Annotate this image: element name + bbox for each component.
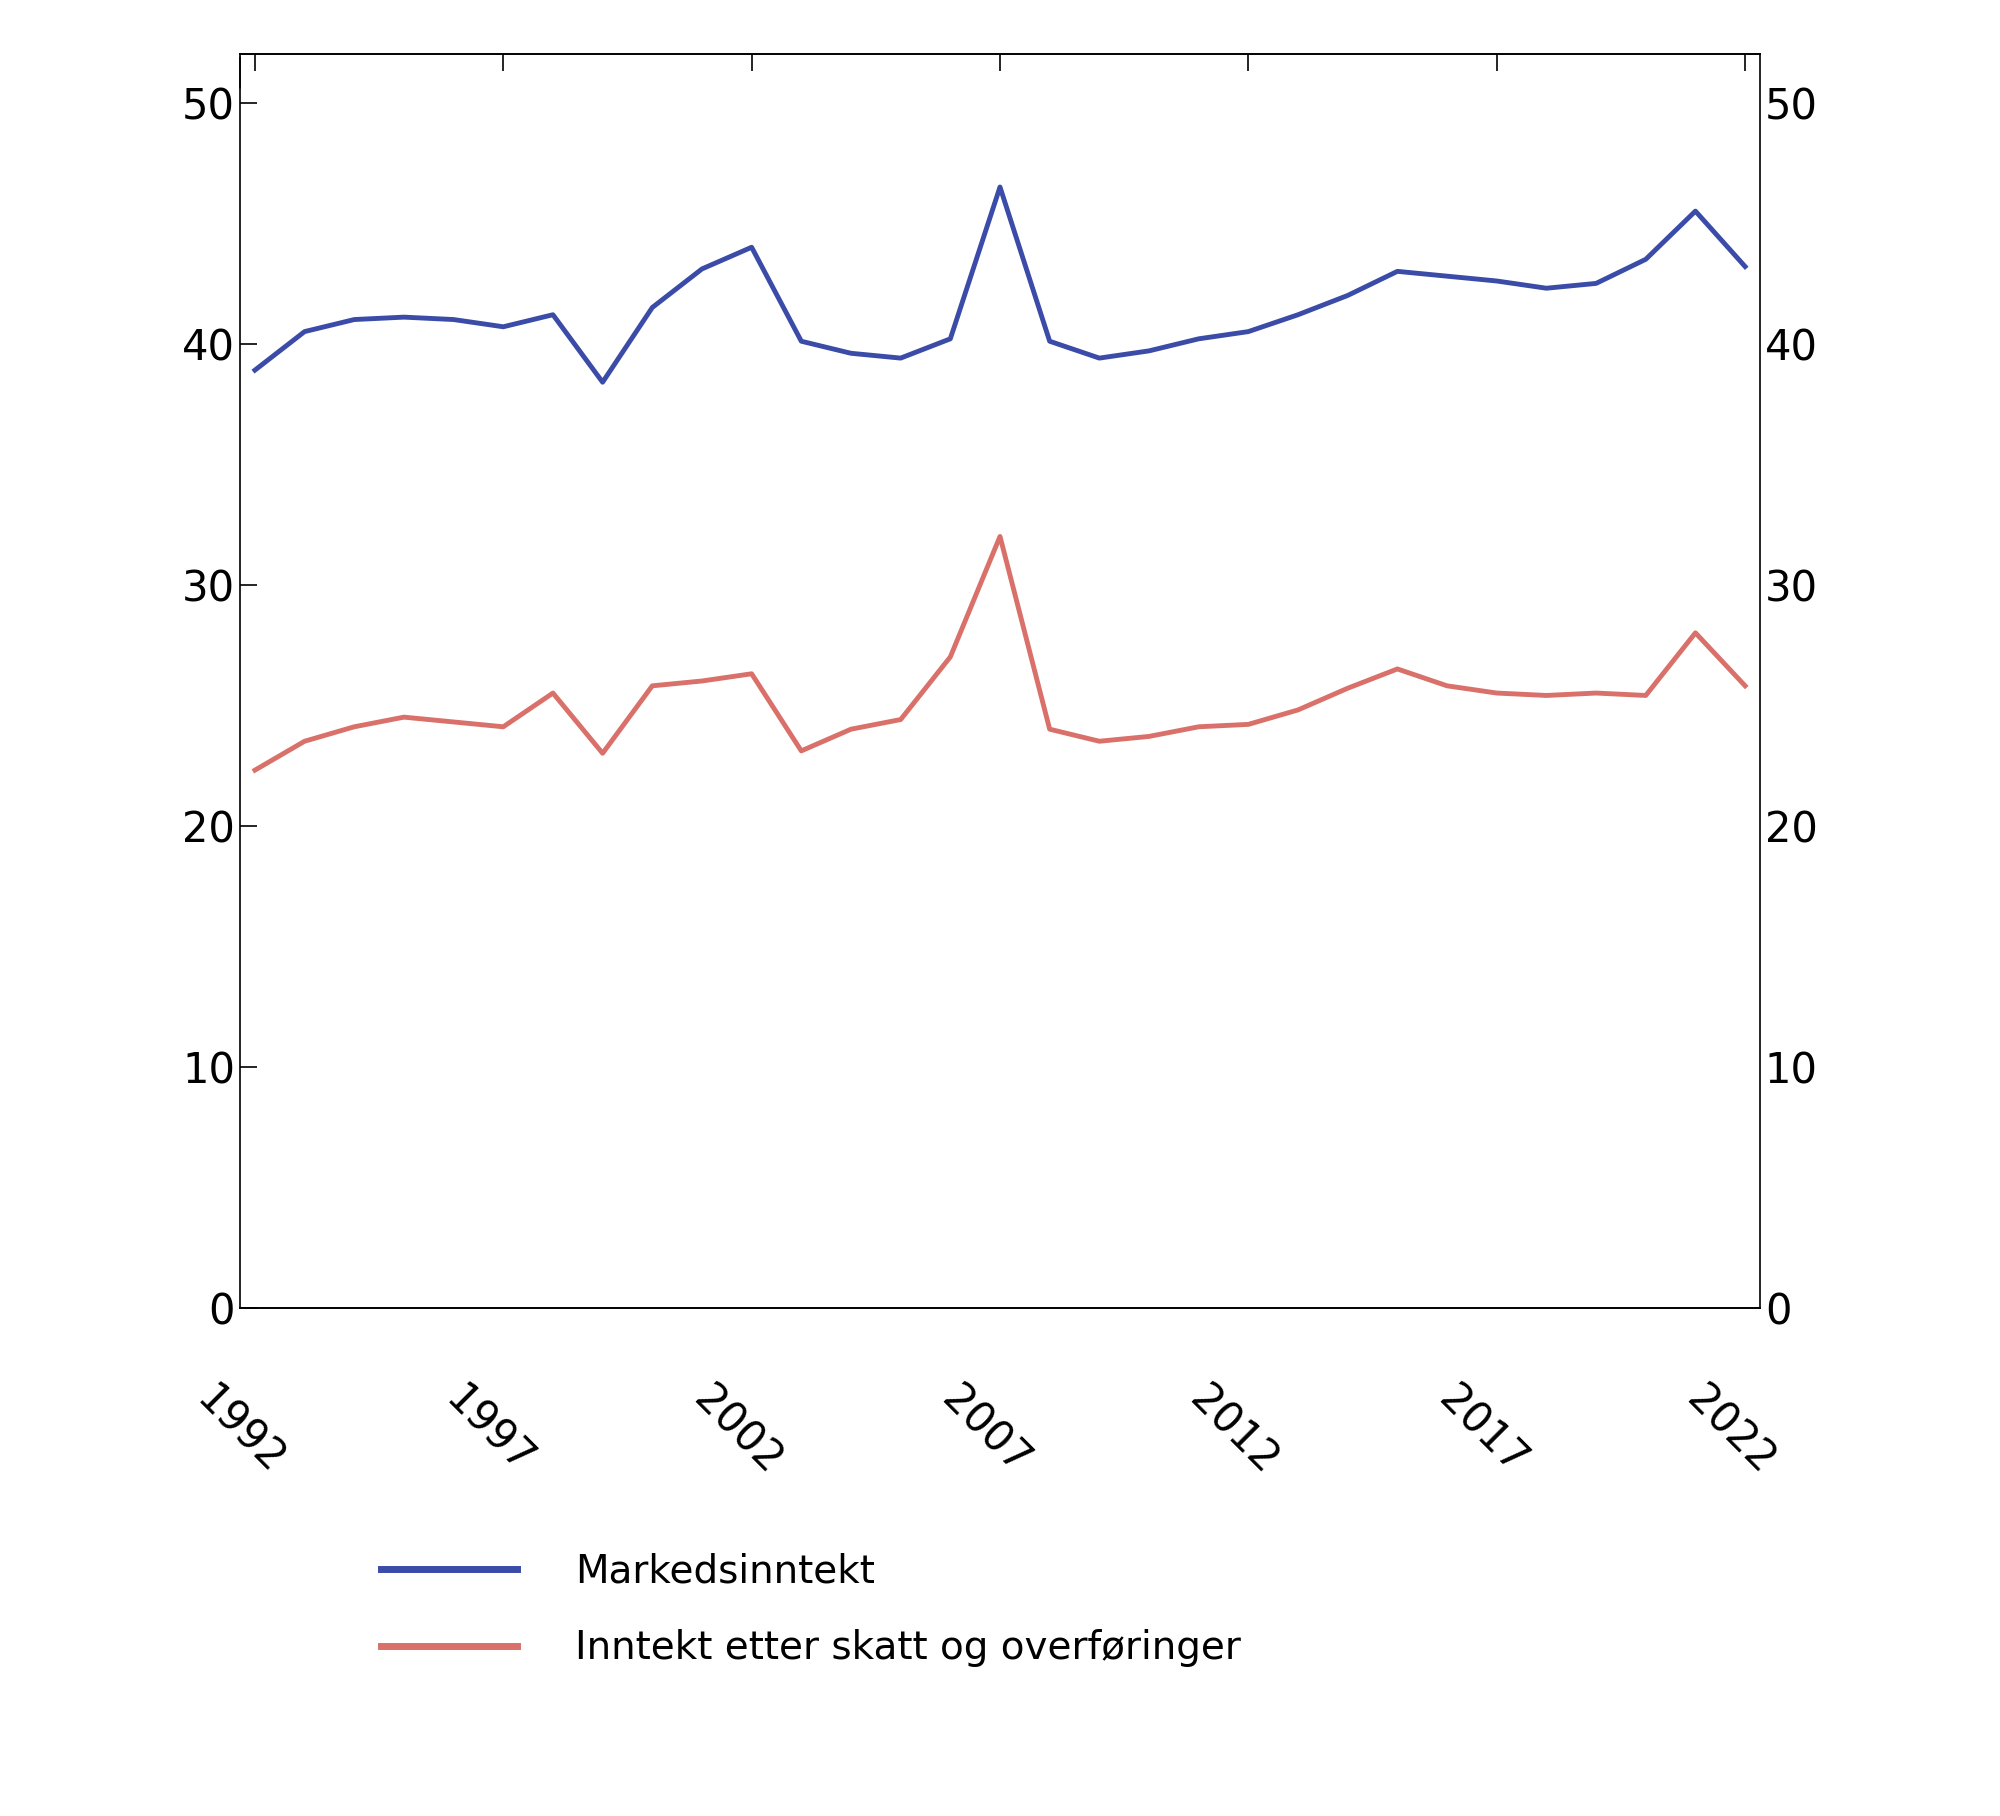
Text: 2017: 2017 — [1430, 1378, 1534, 1484]
Text: 2012: 2012 — [1182, 1378, 1286, 1484]
Text: 2022: 2022 — [1678, 1378, 1782, 1484]
Text: 1992: 1992 — [188, 1378, 292, 1484]
Text: 2002: 2002 — [684, 1378, 790, 1484]
Text: 1997: 1997 — [436, 1378, 540, 1484]
Legend: Markedsinntekt, Inntekt etter skatt og overføringer: Markedsinntekt, Inntekt etter skatt og o… — [382, 1553, 1242, 1667]
Text: 2007: 2007 — [932, 1378, 1038, 1484]
